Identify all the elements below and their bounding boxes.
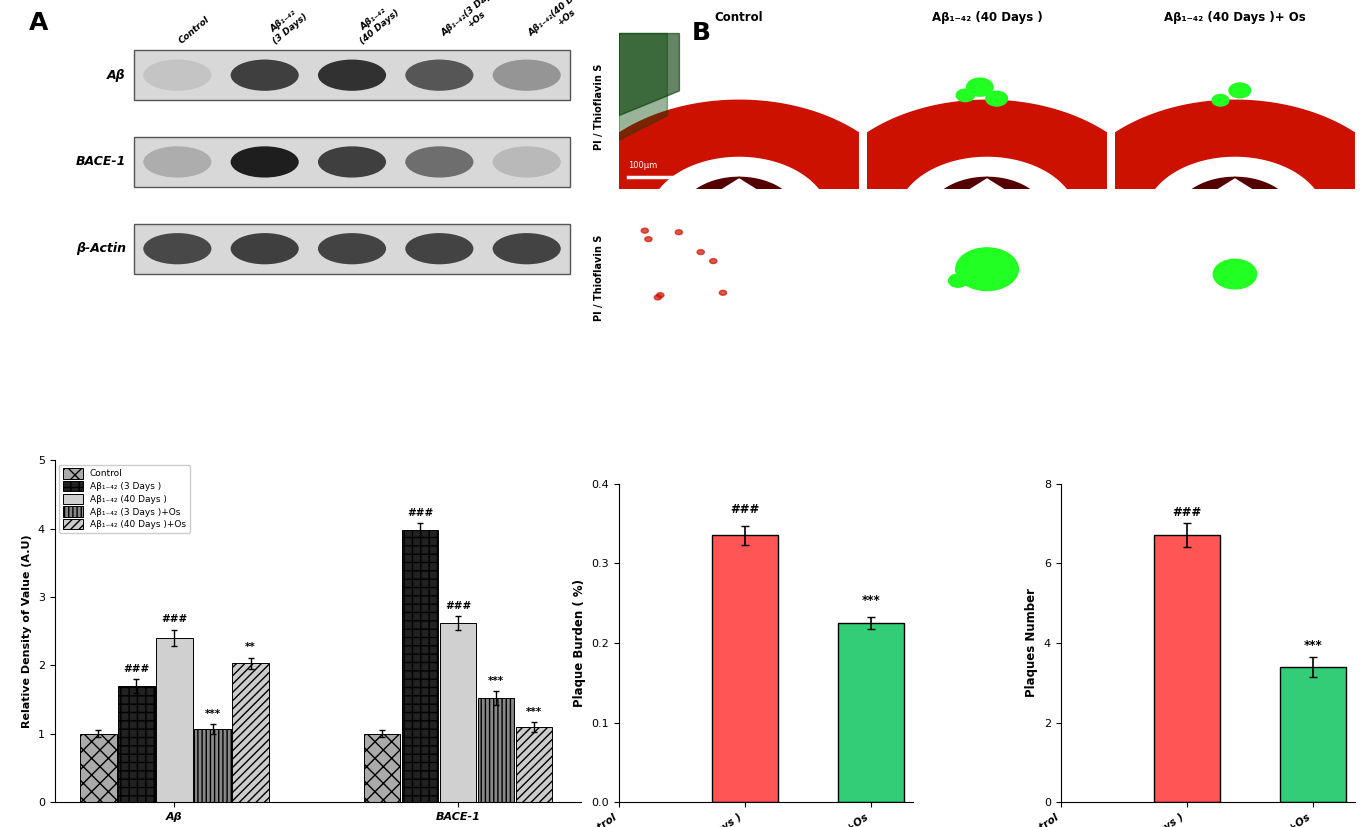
Bar (81, 734, 116, 802)
Circle shape (1212, 94, 1229, 106)
Circle shape (1213, 260, 1257, 289)
Circle shape (645, 237, 652, 241)
Text: ###: ### (730, 503, 760, 516)
Bar (478, 698, 515, 802)
Text: Aβ₁₋₄₂(3 Days)
+Os: Aβ₁₋₄₂(3 Days) +Os (439, 0, 508, 45)
Ellipse shape (230, 60, 298, 91)
Bar (439, 623, 476, 802)
Ellipse shape (318, 60, 386, 91)
Text: ***: *** (204, 709, 220, 719)
Circle shape (986, 91, 1008, 106)
Ellipse shape (318, 233, 386, 265)
Y-axis label: Plaque Burden ( %): Plaque Burden ( %) (572, 579, 586, 707)
Text: ###: ### (445, 600, 471, 610)
Text: ###: ### (407, 508, 433, 518)
Ellipse shape (405, 60, 474, 91)
Polygon shape (679, 177, 799, 215)
Text: B: B (691, 21, 711, 45)
Ellipse shape (144, 233, 211, 265)
Title: Aβ₁₋₄₂ (40 Days )+ Os: Aβ₁₋₄₂ (40 Days )+ Os (1164, 11, 1306, 24)
Ellipse shape (230, 233, 298, 265)
Text: Aβ₁₋₄₂(40 Days)
+Os: Aβ₁₋₄₂(40 Days) +Os (527, 0, 600, 45)
Text: Control: Control (178, 15, 212, 45)
Text: **: ** (245, 643, 256, 653)
Title: Control: Control (715, 11, 764, 24)
Bar (156, 638, 193, 802)
Text: ***: *** (526, 707, 542, 717)
Circle shape (949, 274, 968, 287)
Text: ###: ### (1172, 505, 1202, 519)
Bar (712, 535, 778, 802)
Title: Aβ₁₋₄₂ (40 Days ): Aβ₁₋₄₂ (40 Days ) (932, 11, 1042, 24)
Text: BACE-1: BACE-1 (75, 155, 126, 169)
Circle shape (641, 228, 649, 233)
Bar (118, 686, 155, 802)
Ellipse shape (318, 146, 386, 178)
Circle shape (1229, 83, 1251, 98)
Text: Aβ₁₋₄₂
(40 Days): Aβ₁₋₄₂ (40 Days) (352, 0, 401, 45)
Bar (402, 530, 438, 802)
Text: ###: ### (123, 663, 149, 673)
Bar (838, 623, 904, 802)
Bar (134, 50, 571, 100)
Text: β-Actin: β-Actin (75, 242, 126, 256)
Y-axis label: Plaques Number: Plaques Number (1025, 588, 1038, 697)
Ellipse shape (144, 60, 211, 91)
Circle shape (657, 293, 664, 298)
Polygon shape (927, 177, 1047, 215)
Text: ***: *** (1303, 639, 1322, 652)
Text: ***: *** (487, 676, 504, 686)
Text: Aβ₁₋₄₂
(3 Days): Aβ₁₋₄₂ (3 Days) (264, 4, 309, 45)
Bar (364, 734, 400, 802)
Text: PI / Thioflavin S: PI / Thioflavin S (594, 234, 604, 321)
Circle shape (956, 89, 975, 102)
Text: A: A (29, 11, 48, 35)
Bar (516, 727, 552, 802)
Ellipse shape (405, 146, 474, 178)
Text: 100μm: 100μm (628, 160, 657, 170)
Text: ###: ### (162, 614, 188, 624)
Polygon shape (1062, 100, 1369, 213)
Text: 20μm: 20μm (628, 331, 653, 340)
Circle shape (697, 250, 704, 255)
Text: Aβ: Aβ (107, 69, 126, 82)
Circle shape (654, 295, 661, 300)
Ellipse shape (144, 146, 211, 178)
Bar (1280, 667, 1346, 802)
Text: PI / Thioflavin S: PI / Thioflavin S (594, 64, 604, 150)
Ellipse shape (230, 146, 298, 178)
Bar (134, 136, 571, 187)
Text: ***: *** (861, 594, 880, 607)
Legend: Control, Aβ₁₋₄₂ (3 Days ), Aβ₁₋₄₂ (40 Days ), Aβ₁₋₄₂ (3 Days )+Os, Aβ₁₋₄₂ (40 Da: Control, Aβ₁₋₄₂ (3 Days ), Aβ₁₋₄₂ (40 Da… (59, 465, 189, 533)
Ellipse shape (405, 233, 474, 265)
Circle shape (709, 259, 717, 264)
Ellipse shape (493, 146, 561, 178)
Bar (233, 663, 268, 802)
Circle shape (719, 290, 727, 295)
Polygon shape (1175, 177, 1295, 215)
Bar (194, 729, 230, 802)
Polygon shape (815, 100, 1160, 213)
Polygon shape (567, 100, 912, 213)
Bar (134, 223, 571, 274)
Bar (1154, 535, 1220, 802)
Y-axis label: Relative Density of Value (A.U): Relative Density of Value (A.U) (22, 534, 33, 728)
Ellipse shape (493, 233, 561, 265)
Ellipse shape (493, 60, 561, 91)
Circle shape (967, 78, 993, 96)
Circle shape (675, 230, 683, 235)
Circle shape (956, 248, 1019, 290)
